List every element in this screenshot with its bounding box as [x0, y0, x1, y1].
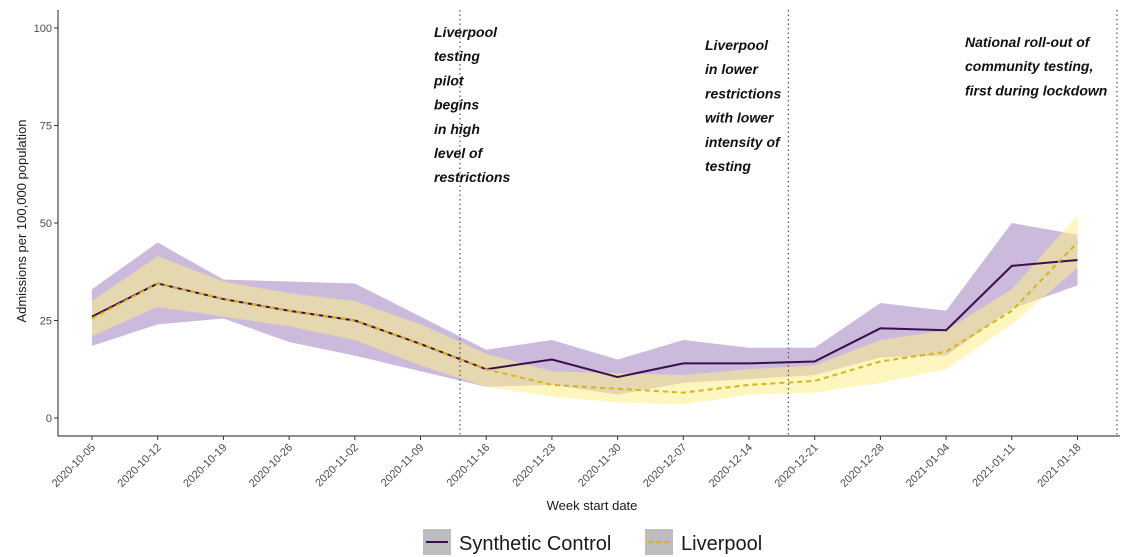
annotation-2-line: testing	[705, 158, 751, 174]
annotation-3-line: National roll-out of	[965, 34, 1091, 50]
annotation-2-line: intensity of	[705, 134, 781, 150]
legend: Synthetic Control Liverpool	[423, 529, 762, 555]
y-tick-label: 0	[46, 413, 52, 425]
y-axis-title: Admissions per 100,000 population	[14, 119, 29, 322]
x-tick-label: 2020-10-26	[247, 442, 295, 490]
annotation-2-line: with lower	[705, 110, 775, 126]
annotation-2-line: restrictions	[705, 85, 781, 101]
annotation-3-line: first during lockdown	[965, 82, 1107, 98]
annotation-1-line: level of	[434, 145, 484, 161]
y-tick-label: 75	[40, 121, 52, 133]
legend-label-synthetic-control: Synthetic Control	[459, 533, 611, 555]
x-tick-label: 2020-11-02	[313, 442, 361, 490]
y-axis-ticks: 0 25 50 75 100	[34, 23, 58, 425]
annotation-1-line: Liverpool	[434, 24, 498, 40]
x-tick-label: 2021-01-04	[904, 442, 952, 490]
annotation-1-line: testing	[434, 48, 480, 64]
x-tick-label: 2020-10-19	[181, 442, 229, 490]
x-tick-label: 2020-12-28	[838, 442, 886, 490]
annotation-1-line: begins	[434, 97, 479, 113]
y-tick-label: 25	[40, 316, 52, 328]
x-tick-label: 2020-11-23	[510, 442, 558, 490]
x-tick-label: 2020-10-12	[116, 442, 164, 490]
annotation-2-line: in lower	[705, 61, 759, 77]
confidence-bands	[92, 215, 1078, 405]
x-axis-title: Week start date	[547, 498, 638, 513]
x-tick-label: 2020-10-05	[50, 442, 98, 490]
x-tick-label: 2020-12-07	[641, 442, 689, 490]
y-tick-label: 100	[34, 23, 52, 35]
band-synthetic-control	[92, 223, 1078, 395]
legend-item-synthetic-control[interactable]: Synthetic Control	[423, 529, 611, 555]
x-axis-ticks: 2020-10-05 2020-10-12 2020-10-19 2020-10-26…	[50, 436, 1084, 490]
annotation-1-line: restrictions	[434, 169, 510, 185]
series-lines	[91, 241, 1079, 394]
legend-item-liverpool[interactable]: Liverpool	[645, 529, 762, 555]
event-lines	[459, 10, 1118, 436]
x-tick-label: 2020-12-14	[707, 442, 755, 490]
x-tick-label: 2020-11-09	[379, 442, 427, 490]
annotation-3-line: community testing,	[965, 58, 1093, 74]
x-tick-label: 2020-11-16	[445, 442, 493, 490]
y-tick-label: 50	[40, 218, 52, 230]
annotations: Liverpool testing pilot begins in high level …	[433, 24, 1107, 185]
annotation-1-line: in high	[434, 121, 480, 137]
x-tick-label: 2021-01-11	[970, 442, 1018, 490]
x-tick-label: 2020-11-30	[576, 442, 624, 490]
legend-label-liverpool: Liverpool	[681, 533, 762, 555]
line-liverpool	[91, 241, 1079, 394]
x-tick-label: 2021-01-18	[1035, 442, 1083, 490]
x-tick-label: 2020-12-21	[773, 442, 821, 490]
annotation-1-line: pilot	[433, 72, 465, 88]
annotation-2-line: Liverpool	[705, 37, 769, 53]
